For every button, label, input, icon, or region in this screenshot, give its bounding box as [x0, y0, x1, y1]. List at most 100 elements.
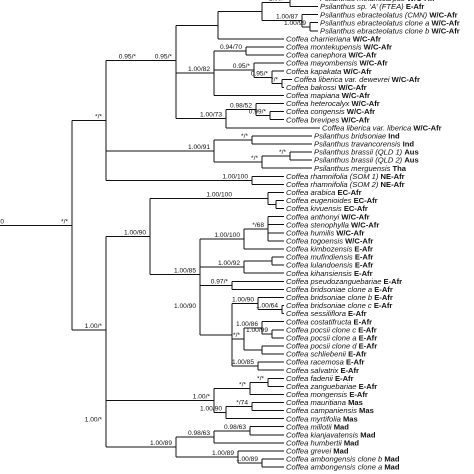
support-value: 1.00/100	[206, 191, 232, 198]
tip-label: Psilanthus travancorensis Ind	[314, 140, 414, 149]
taxon-name: Psilanthus travancorensis	[314, 140, 403, 149]
region-code: E-Afr	[349, 390, 368, 399]
tip-label: Psilanthus ebracteolatus clone a W/C-Afr	[320, 18, 460, 27]
taxon-name: Coffea zanguebariae	[286, 382, 359, 391]
taxon-name: Psilanthus brassii (QLD 2)	[314, 156, 404, 165]
support-value: 1.00/89	[150, 440, 172, 447]
taxon-name: Coffea campaniensis	[286, 406, 359, 415]
taxon-name: Coffea pseudozanguebariae	[286, 277, 384, 286]
support-value: */*	[61, 218, 68, 225]
support-value: */*	[233, 332, 240, 339]
tip-label: Coffea pocsii clone c E-Afr	[286, 325, 377, 334]
region-code: EC-Afr	[344, 204, 368, 213]
support-value: 0.95/*	[251, 70, 269, 77]
region-code: W/C-Afr	[342, 91, 370, 100]
tip-label: Coffea heterocalyx W/C-Afr	[286, 99, 380, 108]
tip-label: Coffea mongensis E-Afr	[286, 390, 368, 399]
taxon-name: Coffea charrieriana	[286, 35, 353, 44]
region-code: E-Afr	[335, 374, 354, 383]
taxon-name: Coffea togoensis	[286, 237, 345, 246]
region-code: E-Afr	[359, 333, 378, 342]
support-value: */68	[252, 222, 264, 229]
tip-label: Coffea mapiana W/C-Afr	[286, 91, 370, 100]
taxon-name: Coffea bridsoniae clone b	[286, 293, 374, 302]
region-code: E-Afr	[354, 245, 373, 254]
region-code: W/C-Afr	[348, 51, 376, 60]
support-value: 0.98/63	[224, 424, 246, 431]
taxon-name: Coffea schliebenii	[286, 350, 348, 359]
support-value: 1.00/85	[232, 359, 254, 366]
support-value: 1.00/85	[174, 267, 196, 274]
tip-label: Coffea costatifructa E-Afr	[286, 317, 372, 326]
taxon-name: Coffea fadenii	[286, 374, 335, 383]
region-code: Mad	[334, 422, 350, 431]
tip-label: Coffea pocsii clone a E-Afr	[286, 333, 377, 342]
support-value: 0.95/*	[155, 54, 173, 61]
taxon-name: Coffea bridsoniae clone a	[286, 285, 374, 294]
region-code: Mad	[384, 463, 400, 472]
support-value: 1.00/100	[0, 218, 4, 225]
support-value: 1.00/87	[276, 14, 298, 21]
tip-label: Coffea canephora W/C-Afr	[286, 51, 377, 60]
region-code: Aus	[404, 148, 418, 157]
taxon-name: Psilanthus melanocarpus	[320, 0, 407, 3]
region-code: E-Afr	[374, 301, 393, 310]
taxon-name: Coffea mufindiensis	[286, 253, 355, 262]
region-code: E-Afr	[374, 285, 393, 294]
tip-label: Coffea humbertii Mad	[286, 439, 359, 448]
region-code: E-Afr	[348, 309, 367, 318]
taxon-name: Coffea pocsii clone a	[286, 333, 359, 342]
tip-label: Coffea millotii Mad	[286, 422, 349, 431]
region-code: W/C-Afr	[341, 212, 369, 221]
tip-label: Psilanthus brassii (QLD 1) Aus	[314, 148, 419, 157]
region-code: Mad	[344, 439, 360, 448]
taxon-name: Coffea humbertii	[286, 439, 344, 448]
support-value: 0.99/*	[249, 109, 267, 116]
tip-label: Coffea pseudozanguebariae E-Afr	[286, 277, 402, 286]
tip-label: Psilanthus merguensis Tha	[314, 164, 407, 173]
taxon-name: Psilanthus sp. ‘A’ (FTEA)	[320, 2, 406, 11]
tip-label: Coffea togoensis W/C-Afr	[286, 237, 373, 246]
tip-label: Coffea fadenii E-Afr	[286, 374, 354, 383]
taxon-name: Coffea kianjavatensis	[286, 430, 360, 439]
tip-label: Coffea charrieriana W/C-Afr	[286, 35, 381, 44]
tip-label: Coffea kihansiensis E-Afr	[286, 269, 373, 278]
taxon-name: Coffea liberica var. dewevrei	[294, 75, 392, 84]
region-code: Mas	[348, 398, 363, 407]
taxon-name: Coffea pocsii clone c	[286, 325, 358, 334]
taxon-name: Coffea anthonyi	[286, 212, 341, 221]
region-code: Tha	[393, 164, 407, 173]
region-code: EC-Afr	[354, 196, 378, 205]
region-code: E-Afr	[348, 350, 367, 359]
support-value: 0.94/70	[220, 44, 242, 51]
tip-label: Coffea salvatrix E-Afr	[286, 366, 359, 375]
region-code: W/C-Afr	[345, 237, 373, 246]
region-code: W/C-Afr	[351, 99, 379, 108]
support-value: 1.00/92	[218, 260, 240, 267]
region-code: W/C-Afr	[392, 75, 420, 84]
taxon-name: Coffea millotii	[286, 422, 334, 431]
region-code: W/C-Afr	[341, 115, 369, 124]
tip-label: Coffea stenophylla W/C-Afr	[286, 220, 379, 229]
tip-label: Coffea rhamnifolia (SOM 2) NE-Afr	[286, 180, 405, 189]
region-code: W/C-Afr	[351, 220, 379, 229]
support-value: 0.97/*	[211, 278, 229, 285]
region-code: Mad	[333, 447, 349, 456]
region-code: E-Afr	[354, 317, 373, 326]
taxon-name: Coffea pocsii clone d	[286, 342, 359, 351]
region-code: W/C-Afr	[353, 35, 381, 44]
region-code: W/C-Afr	[429, 10, 457, 19]
taxon-name: Coffea ambongensis clone b	[286, 455, 384, 464]
support-value: 0.95/*	[233, 63, 251, 70]
tip-label: Coffea humilis W/C-Afr	[286, 228, 365, 237]
region-code: E-Afr	[346, 358, 365, 367]
tip-label: Coffea liberica var. liberica W/C-Afr	[322, 123, 442, 132]
region-code: W/C-Afr	[413, 123, 441, 132]
taxon-name: Coffea mapiana	[286, 91, 342, 100]
tip-label: Coffea lulandoensis E-Afr	[286, 261, 373, 270]
tip-label: Psilanthus ebracteolatus (CMN) W/C-Afr	[320, 10, 458, 19]
tip-label: Coffea pocsii clone d E-Afr	[286, 342, 377, 351]
taxon-name: Coffea grevei	[286, 447, 333, 456]
region-code: E-Afr	[406, 2, 425, 11]
